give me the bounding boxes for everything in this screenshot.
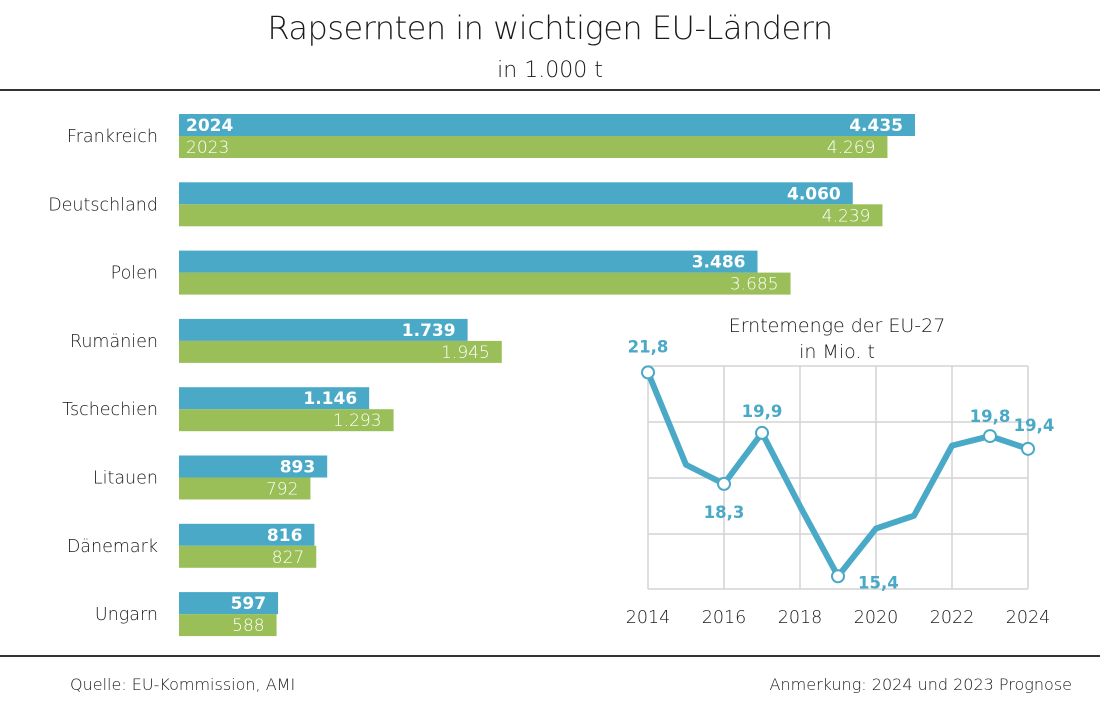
point-label: 19,4 bbox=[1014, 416, 1055, 435]
bottom-divider bbox=[0, 655, 1100, 657]
data-label-2024: 1.739 bbox=[402, 321, 456, 341]
category-label: Dänemark bbox=[67, 537, 158, 557]
x-tick-label: 2018 bbox=[778, 608, 823, 628]
bar-2023 bbox=[179, 545, 317, 568]
category-label: Ungarn bbox=[95, 605, 158, 625]
data-point-marker bbox=[831, 569, 845, 584]
data-label-2024: 3.486 bbox=[692, 253, 746, 273]
data-label-2024: 4.435 bbox=[849, 116, 903, 136]
bar-2023 bbox=[179, 272, 791, 295]
bar-2023 bbox=[179, 204, 883, 227]
bar-chart: Frankreich 4.435 2024 4.269 2023 Deutschland 4… bbox=[48, 114, 915, 637]
x-tick-label: 2022 bbox=[930, 608, 975, 628]
point-label: 19,8 bbox=[970, 407, 1011, 426]
chart-title: Rapsernten in wichtigen EU-Ländern bbox=[267, 9, 833, 47]
data-label-2024: 893 bbox=[280, 458, 316, 478]
point-label: 19,9 bbox=[742, 402, 783, 421]
category-label: Rumänien bbox=[70, 332, 158, 352]
bar-2023 bbox=[179, 340, 502, 363]
bar-2023 bbox=[179, 136, 888, 158]
bar-2024 bbox=[179, 318, 468, 341]
bar-2024 bbox=[179, 114, 915, 136]
data-label-2023: 4.269 bbox=[827, 138, 876, 158]
data-label-2024: 816 bbox=[267, 526, 303, 546]
data-label-2024: 597 bbox=[231, 594, 267, 614]
category-label: Litauen bbox=[93, 469, 158, 489]
x-tick-label: 2020 bbox=[854, 608, 899, 628]
bar-2024 bbox=[179, 592, 279, 615]
point-label: 18,3 bbox=[704, 503, 745, 522]
x-tick-label: 2014 bbox=[626, 608, 671, 628]
series-name-2023: 2023 bbox=[186, 138, 229, 158]
bar-2024 bbox=[179, 182, 853, 205]
data-label-2024: 1.146 bbox=[303, 389, 357, 409]
category-label: Frankreich bbox=[67, 127, 158, 147]
category-label: Polen bbox=[111, 264, 158, 284]
data-label-2023: 1.293 bbox=[333, 411, 382, 431]
point-label: 15,4 bbox=[858, 573, 899, 592]
data-point-marker bbox=[755, 425, 769, 440]
data-point-marker bbox=[1021, 441, 1035, 456]
data-label-2023: 827 bbox=[272, 548, 304, 568]
point-label: 21,8 bbox=[628, 337, 669, 356]
source-note: Quelle: EU-Kommission, AMI bbox=[70, 675, 296, 694]
series-line bbox=[645, 369, 1031, 580]
bar-2024 bbox=[179, 387, 370, 410]
bar-2023 bbox=[179, 614, 277, 637]
chart-subtitle: in 1.000 t bbox=[497, 58, 603, 83]
bar-2023 bbox=[179, 477, 311, 500]
category-label: Deutschland bbox=[48, 195, 158, 215]
data-label-2023: 4.239 bbox=[822, 206, 871, 226]
bar-2024 bbox=[179, 455, 328, 478]
x-tick-label: 2016 bbox=[702, 608, 747, 628]
category-label: Tschechien bbox=[62, 400, 158, 420]
data-point-marker bbox=[983, 429, 997, 444]
bar-2024 bbox=[179, 250, 758, 273]
bar-2024 bbox=[179, 523, 315, 546]
data-label-2024: 4.060 bbox=[787, 184, 841, 204]
line-chart: Erntemenge der EU-27 in Mio. t 2014 2016 2… bbox=[626, 315, 1055, 628]
top-divider bbox=[0, 89, 1100, 91]
bar-2023 bbox=[179, 409, 394, 432]
series-name-2024: 2024 bbox=[186, 116, 233, 136]
data-label-2023: 588 bbox=[232, 616, 264, 636]
x-tick-label: 2024 bbox=[1006, 608, 1051, 628]
data-point-marker bbox=[641, 365, 655, 380]
line-chart-subtitle: in Mio. t bbox=[799, 341, 875, 363]
remark-note: Anmerkung: 2024 und 2023 Prognose bbox=[769, 675, 1072, 694]
data-label-2023: 3.685 bbox=[730, 275, 779, 295]
line-chart-title: Erntemenge der EU-27 bbox=[729, 315, 946, 337]
data-point-marker bbox=[717, 476, 731, 491]
data-label-2023: 1.945 bbox=[441, 343, 490, 363]
data-label-2023: 792 bbox=[266, 480, 298, 500]
